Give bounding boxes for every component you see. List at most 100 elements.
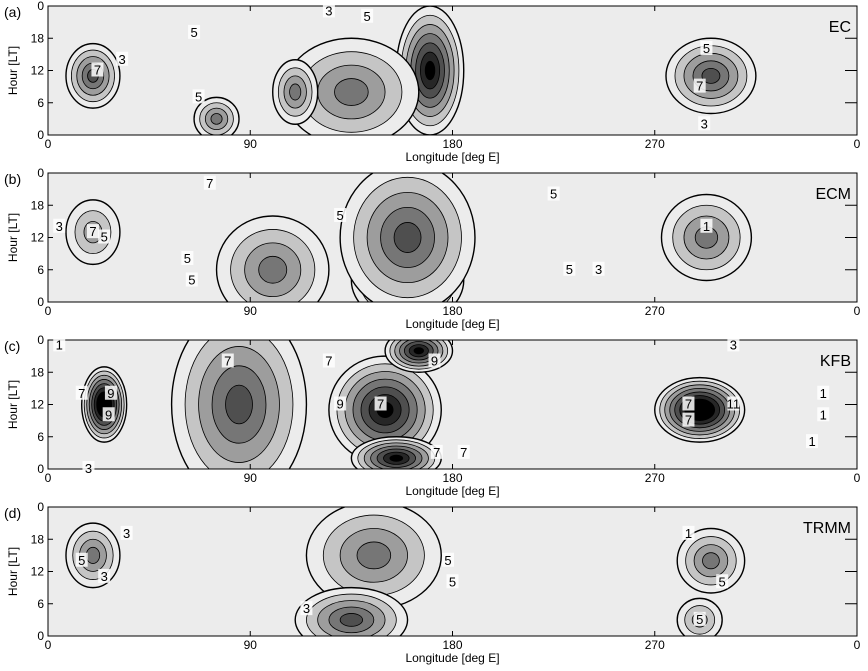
x-tick-label: 180	[442, 137, 462, 151]
x-tick-label: 270	[645, 471, 665, 485]
contour-feature-2-level-6	[85, 546, 101, 564]
contour-feature-0-level-6	[356, 541, 392, 570]
y-tick-label: 0	[37, 128, 44, 142]
contour-label-bg	[334, 396, 347, 411]
x-tick-label: 90	[244, 638, 258, 652]
model-label-bg	[805, 183, 853, 203]
contour-label-bg	[430, 444, 443, 459]
contour-label: 1	[820, 386, 827, 401]
contour-label-bg	[592, 261, 605, 276]
contour-feature-5-level-7	[701, 67, 721, 84]
contour-label-bg	[374, 396, 387, 411]
contour-label: 5	[449, 574, 456, 589]
contour-label-bg	[104, 385, 117, 400]
contour-label: 7	[696, 79, 703, 94]
contour-label-bg	[75, 385, 88, 400]
panel-label: (c)	[4, 338, 20, 354]
contour-label-bg	[716, 574, 729, 589]
contour-label-bg	[98, 568, 111, 583]
y-tick-label: 18	[31, 532, 45, 546]
contour-label-bg	[817, 407, 830, 422]
x-tick-label: 270	[645, 137, 665, 151]
contour-feature-1-level-6	[334, 78, 369, 106]
model-label: KFB	[820, 353, 851, 370]
contour-label-bg	[727, 396, 740, 411]
contour-label: 3	[123, 526, 130, 541]
contour-label-bg	[116, 51, 129, 66]
contour-label-bg	[221, 353, 234, 368]
x-tick-label: 270	[645, 638, 665, 652]
y-tick-label: 18	[31, 31, 45, 45]
contour-fills	[81, 340, 746, 469]
contour-label-bg	[91, 62, 104, 77]
x-axis-label: Longitude [deg E]	[405, 484, 499, 498]
contour-label: 5	[337, 208, 344, 223]
contour-label-bg	[727, 337, 740, 352]
contour-label: 5	[184, 251, 191, 266]
contour-label: 3	[595, 262, 602, 277]
x-tick-label: 0	[854, 137, 861, 151]
contour-label: 5	[188, 273, 195, 288]
y-tick-label: 0	[37, 462, 44, 476]
contour-label: 7	[685, 413, 692, 428]
contour-label: 9	[431, 354, 438, 369]
y-tick-label: 18	[31, 198, 45, 212]
contour-label: 5	[444, 553, 451, 568]
contour-feature-2-level-6	[289, 83, 302, 101]
contour-label: 1	[685, 526, 692, 541]
contour-label-bg	[547, 186, 560, 201]
y-axis-label: Hour [LT]	[6, 547, 20, 596]
x-tick-label: 0	[45, 304, 52, 318]
contour-label: 5	[719, 574, 726, 589]
contour-label-bg	[203, 175, 216, 190]
x-axis-label: Longitude [deg E]	[405, 317, 499, 331]
contour-label-bg	[563, 261, 576, 276]
y-tick-label: 12	[31, 231, 45, 245]
contour-label-bg	[817, 385, 830, 400]
contour-label: 5	[703, 41, 710, 56]
model-label-bg	[805, 16, 853, 36]
y-tick-label: 6	[37, 96, 44, 110]
x-tick-label: 270	[645, 304, 665, 318]
contour-label: 7	[460, 445, 467, 460]
contour-label: 7	[94, 63, 101, 78]
panel-label: (b)	[4, 171, 21, 187]
contour-label: 3	[119, 52, 126, 67]
contour-label-bg	[181, 251, 194, 265]
contour-label-bg	[700, 218, 713, 233]
contour-label: 7	[89, 224, 96, 239]
y-tick-label: 0	[37, 500, 44, 514]
x-tick-label: 0	[45, 137, 52, 151]
contour-label-bg	[322, 3, 335, 18]
contour-label: 9	[107, 386, 114, 401]
contour-label: 3	[56, 219, 63, 234]
contour-label: 3	[101, 569, 108, 584]
contour-label: 7	[685, 397, 692, 412]
contour-label: 7	[224, 354, 231, 369]
x-tick-label: 0	[45, 471, 52, 485]
y-tick-label: 12	[31, 64, 45, 78]
contour-label-bg	[682, 525, 695, 540]
contour-label: 5	[78, 553, 85, 568]
contour-label-bg	[188, 24, 201, 39]
contour-label-bg	[457, 444, 470, 459]
y-tick-label: 12	[31, 398, 45, 412]
contour-label: 1	[820, 407, 827, 422]
y-tick-label: 0	[37, 295, 44, 309]
contour-label-bg	[806, 434, 819, 449]
contour-label: 5	[550, 187, 557, 202]
x-axis-label: Longitude [deg E]	[405, 150, 499, 164]
contour-label-bg	[98, 229, 111, 244]
model-label-bg	[805, 517, 853, 537]
model-label-bg	[805, 350, 853, 370]
contour-label-bg	[693, 611, 706, 626]
contour-label-bg	[192, 89, 205, 104]
x-tick-label: 0	[854, 471, 861, 485]
contour-feature-0-level-9	[424, 60, 436, 81]
contour-label: 3	[701, 116, 708, 131]
contour-label: 5	[696, 612, 703, 627]
x-tick-label: 90	[244, 304, 258, 318]
contour-label: 5	[363, 9, 370, 24]
